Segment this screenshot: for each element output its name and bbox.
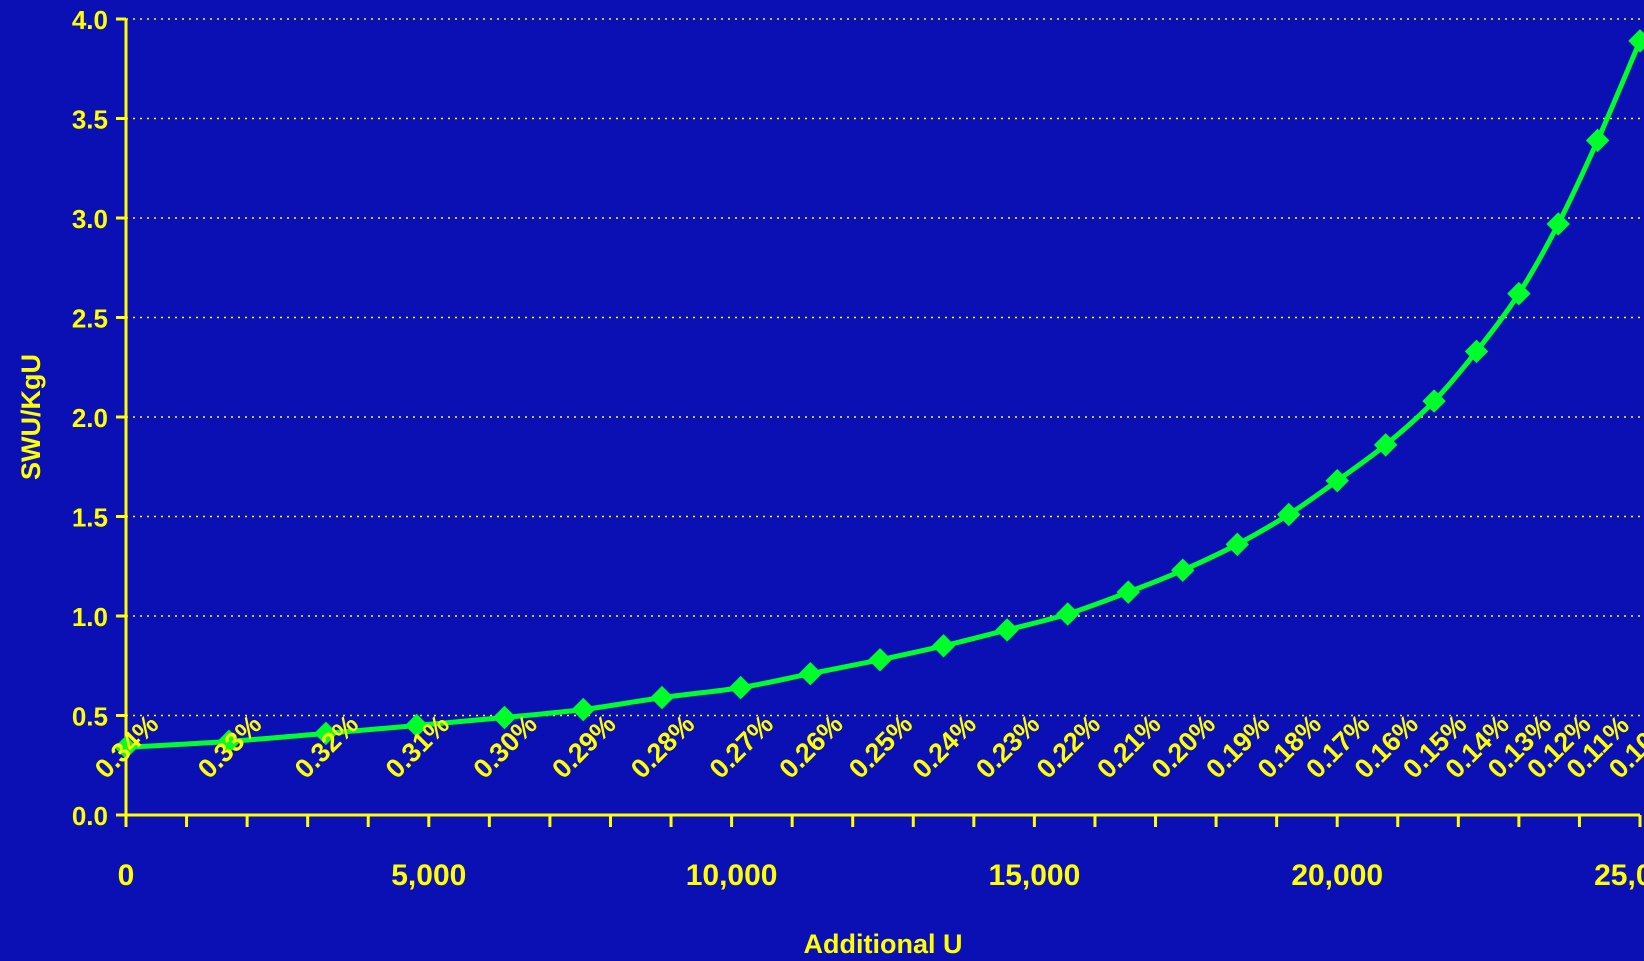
y-tick-label-8: 4.0 (72, 5, 108, 35)
y-tick-label-0: 0.0 (72, 801, 108, 831)
y-axis-ticks: 0.0 0.5 1.0 1.5 2.0 2.5 3.0 3.5 4.0 (72, 5, 126, 831)
x-axis-ticks: 0 5,000 10,000 15,000 20,000 25,000 (118, 815, 1644, 892)
data-point-21 (1507, 281, 1531, 306)
data-point-11 (995, 618, 1019, 642)
data-point-0 (114, 735, 138, 760)
x-axis-title: Additional U (804, 929, 963, 959)
point-labels: 0.34% 0.33% 0.32% 0.31% 0.30% 0.29% 0.28% 0.27%… (89, 709, 1644, 784)
point-label-9: 0.25% (843, 709, 918, 784)
data-point-6 (650, 685, 674, 710)
data-point-4 (492, 705, 517, 730)
x-tick-label-1: 5,000 (391, 859, 466, 892)
point-label-2: 0.32% (289, 709, 364, 784)
data-point-8 (798, 662, 823, 686)
x-tick-label-2: 10,000 (686, 859, 778, 892)
y-tick-label-7: 3.5 (72, 105, 108, 135)
y-tick-label-1: 0.5 (72, 702, 108, 732)
point-label-1: 0.33% (192, 709, 267, 784)
point-label-6: 0.28% (625, 709, 700, 784)
data-point-19 (1422, 389, 1446, 413)
series-0-line (123, 38, 1643, 750)
x-tick-label-0: 0 (118, 859, 135, 892)
y-tick-label-2: 1.0 (72, 602, 108, 632)
data-point-3 (404, 713, 429, 738)
data-point-2 (314, 721, 338, 746)
y-tick-label-5: 2.5 (72, 304, 108, 334)
data-point-12 (1056, 602, 1080, 626)
gridlines (126, 18, 1640, 717)
y-tick-label-4: 2.0 (72, 403, 108, 433)
y-tick-label-3: 1.5 (72, 503, 108, 533)
data-point-15 (1225, 532, 1249, 557)
data-point-16 (1277, 502, 1301, 527)
series-line (123, 38, 1643, 750)
data-point-14 (1171, 558, 1195, 582)
point-label-11: 0.23% (970, 709, 1045, 784)
x-tick-label-4: 20,000 (1291, 859, 1383, 892)
data-point-24 (1628, 29, 1644, 53)
data-point-17 (1325, 468, 1349, 493)
data-point-5 (571, 697, 595, 722)
data-point-1 (217, 729, 241, 754)
x-tick-label-5: 25,000 (1594, 859, 1644, 892)
data-point-9 (868, 648, 892, 672)
y-axis-title: SWU/KgU (16, 354, 46, 480)
data-point-20 (1464, 339, 1489, 364)
point-label-10: 0.24% (907, 709, 982, 784)
point-label-8: 0.26% (773, 709, 848, 784)
data-point-7 (728, 675, 753, 700)
y-tick-label-6: 3.0 (72, 204, 108, 234)
point-label-12: 0.22% (1031, 709, 1106, 784)
point-label-7: 0.27% (704, 709, 779, 784)
x-tick-label-3: 15,000 (989, 859, 1081, 892)
series-markers (114, 29, 1644, 760)
data-point-22 (1546, 212, 1570, 236)
data-point-13 (1116, 580, 1140, 604)
data-point-10 (931, 634, 956, 658)
data-point-23 (1585, 128, 1610, 153)
data-point-18 (1373, 433, 1398, 457)
